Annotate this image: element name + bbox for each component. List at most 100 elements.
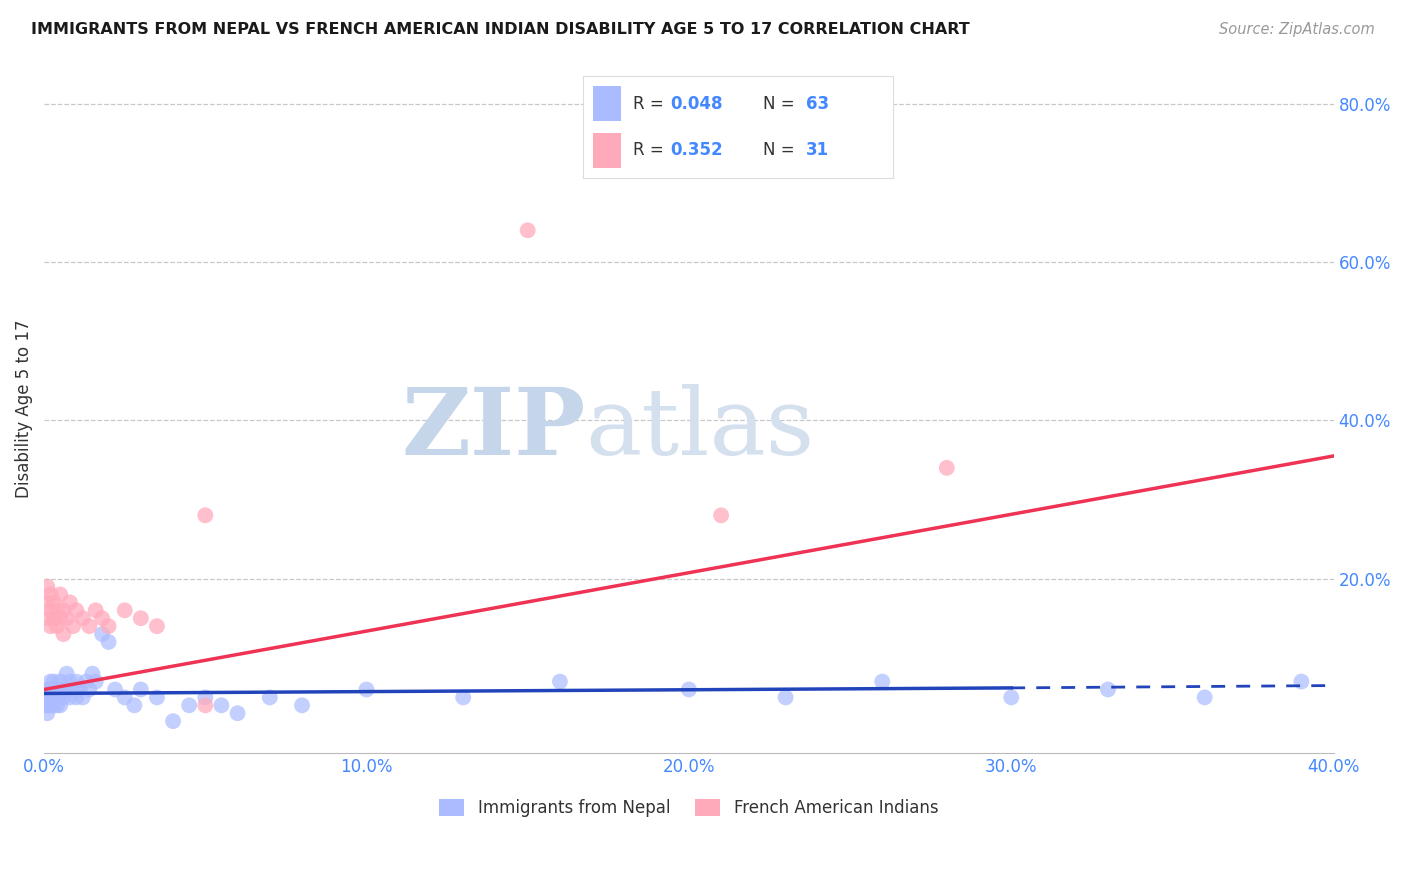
- Point: [162, 714, 184, 728]
- Y-axis label: Disability Age 5 to 17: Disability Age 5 to 17: [15, 319, 32, 498]
- Point: [84, 603, 107, 617]
- Point: [52, 603, 75, 617]
- Text: R =: R =: [633, 141, 664, 159]
- Text: 31: 31: [806, 141, 830, 159]
- Point: [49, 674, 72, 689]
- Text: ZIP: ZIP: [402, 384, 586, 475]
- Point: [37, 698, 59, 713]
- Point: [65, 603, 87, 617]
- Point: [710, 508, 733, 523]
- Point: [226, 706, 249, 721]
- Point: [91, 627, 114, 641]
- Point: [37, 595, 59, 609]
- Point: [124, 698, 146, 713]
- Point: [678, 682, 700, 697]
- Point: [52, 682, 75, 697]
- Text: 0.352: 0.352: [671, 141, 723, 159]
- Point: [62, 619, 84, 633]
- Text: Source: ZipAtlas.com: Source: ZipAtlas.com: [1219, 22, 1375, 37]
- Point: [39, 682, 62, 697]
- Point: [39, 674, 62, 689]
- Point: [129, 682, 152, 697]
- Legend: Immigrants from Nepal, French American Indians: Immigrants from Nepal, French American I…: [433, 792, 945, 823]
- Point: [59, 595, 82, 609]
- Point: [39, 698, 62, 713]
- Point: [259, 690, 281, 705]
- Point: [1097, 682, 1119, 697]
- Point: [49, 611, 72, 625]
- Point: [42, 595, 65, 609]
- Point: [75, 674, 97, 689]
- Point: [775, 690, 797, 705]
- Point: [77, 682, 100, 697]
- Point: [32, 698, 55, 713]
- Point: [39, 690, 62, 705]
- Text: atlas: atlas: [586, 384, 815, 475]
- Text: 0.048: 0.048: [671, 95, 723, 112]
- Point: [37, 611, 59, 625]
- Point: [194, 690, 217, 705]
- Point: [179, 698, 201, 713]
- Point: [77, 619, 100, 633]
- Point: [129, 611, 152, 625]
- Point: [42, 682, 65, 697]
- Point: [72, 690, 94, 705]
- Point: [46, 603, 69, 617]
- Point: [872, 674, 894, 689]
- FancyBboxPatch shape: [593, 133, 620, 168]
- Point: [42, 698, 65, 713]
- Text: N =: N =: [763, 95, 794, 112]
- Point: [42, 611, 65, 625]
- Point: [49, 587, 72, 601]
- Point: [548, 674, 571, 689]
- Point: [291, 698, 314, 713]
- Point: [1000, 690, 1022, 705]
- Point: [46, 690, 69, 705]
- Point: [65, 674, 87, 689]
- Point: [39, 603, 62, 617]
- Point: [97, 619, 120, 633]
- Point: [39, 682, 62, 697]
- Point: [39, 619, 62, 633]
- Point: [194, 698, 217, 713]
- Point: [451, 690, 474, 705]
- Point: [52, 690, 75, 705]
- Point: [46, 682, 69, 697]
- Point: [46, 682, 69, 697]
- Point: [104, 682, 127, 697]
- Point: [55, 611, 77, 625]
- Point: [516, 223, 538, 237]
- Point: [52, 627, 75, 641]
- Point: [37, 698, 59, 713]
- Point: [69, 682, 91, 697]
- Text: IMMIGRANTS FROM NEPAL VS FRENCH AMERICAN INDIAN DISABILITY AGE 5 TO 17 CORRELATI: IMMIGRANTS FROM NEPAL VS FRENCH AMERICAN…: [31, 22, 970, 37]
- Point: [39, 587, 62, 601]
- Point: [935, 460, 957, 475]
- Point: [37, 690, 59, 705]
- Point: [37, 682, 59, 697]
- Text: R =: R =: [633, 95, 664, 112]
- Point: [114, 690, 136, 705]
- Point: [49, 690, 72, 705]
- Point: [97, 635, 120, 649]
- Point: [37, 690, 59, 705]
- Point: [39, 690, 62, 705]
- Point: [55, 666, 77, 681]
- Point: [62, 682, 84, 697]
- Point: [42, 674, 65, 689]
- Point: [42, 690, 65, 705]
- Point: [46, 619, 69, 633]
- Point: [37, 706, 59, 721]
- Point: [146, 690, 169, 705]
- Text: 63: 63: [806, 95, 830, 112]
- Point: [65, 690, 87, 705]
- Point: [194, 508, 217, 523]
- Point: [59, 674, 82, 689]
- Text: N =: N =: [763, 141, 794, 159]
- Point: [46, 698, 69, 713]
- Point: [59, 690, 82, 705]
- Point: [84, 674, 107, 689]
- Point: [114, 603, 136, 617]
- Point: [82, 666, 104, 681]
- Point: [146, 619, 169, 633]
